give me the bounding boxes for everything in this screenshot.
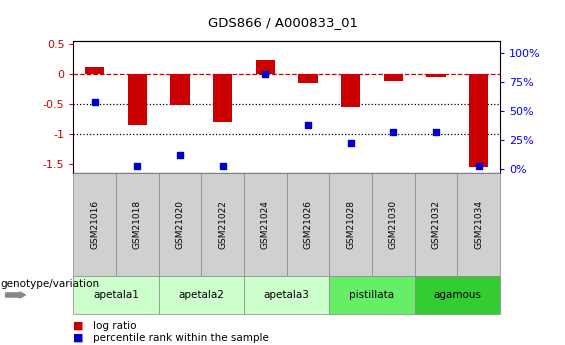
Text: GSM21030: GSM21030 (389, 200, 398, 249)
Text: percentile rank within the sample: percentile rank within the sample (93, 333, 269, 343)
Text: agamous: agamous (433, 290, 481, 300)
Bar (85, 67, 105, 74)
Point (432, 129, 441, 135)
Text: GSM21034: GSM21034 (474, 200, 483, 249)
Point (90, 99, 99, 104)
Text: GSM21028: GSM21028 (346, 200, 355, 249)
Text: GSM21032: GSM21032 (432, 200, 441, 249)
Text: GSM21018: GSM21018 (133, 200, 142, 249)
Bar (469, 74, 488, 167)
Bar (256, 60, 275, 74)
Point (261, 71, 270, 77)
Point (474, 164, 483, 169)
Text: genotype/variation: genotype/variation (0, 279, 99, 289)
Text: GSM21020: GSM21020 (176, 200, 185, 249)
Bar (427, 74, 446, 77)
Point (218, 164, 227, 169)
Bar (128, 74, 147, 125)
Text: GSM21024: GSM21024 (261, 200, 270, 249)
Text: ■: ■ (73, 321, 84, 331)
Text: ■: ■ (73, 333, 84, 343)
Bar (341, 74, 360, 107)
Text: log ratio: log ratio (93, 321, 137, 331)
Text: GSM21022: GSM21022 (218, 200, 227, 249)
Bar (171, 74, 190, 105)
Text: apetala2: apetala2 (179, 290, 224, 300)
Point (176, 152, 185, 158)
Point (133, 164, 142, 169)
Text: apetala3: apetala3 (264, 290, 310, 300)
Point (303, 122, 312, 127)
Bar (213, 74, 232, 122)
Text: GSM21016: GSM21016 (90, 200, 99, 249)
Text: apetala1: apetala1 (93, 290, 139, 300)
Text: pistillata: pistillata (350, 290, 394, 300)
Text: GDS866 / A000833_01: GDS866 / A000833_01 (207, 16, 358, 29)
Bar (384, 74, 403, 81)
Text: GSM21026: GSM21026 (303, 200, 312, 249)
Point (389, 129, 398, 135)
Bar (298, 74, 318, 83)
Point (346, 140, 355, 146)
